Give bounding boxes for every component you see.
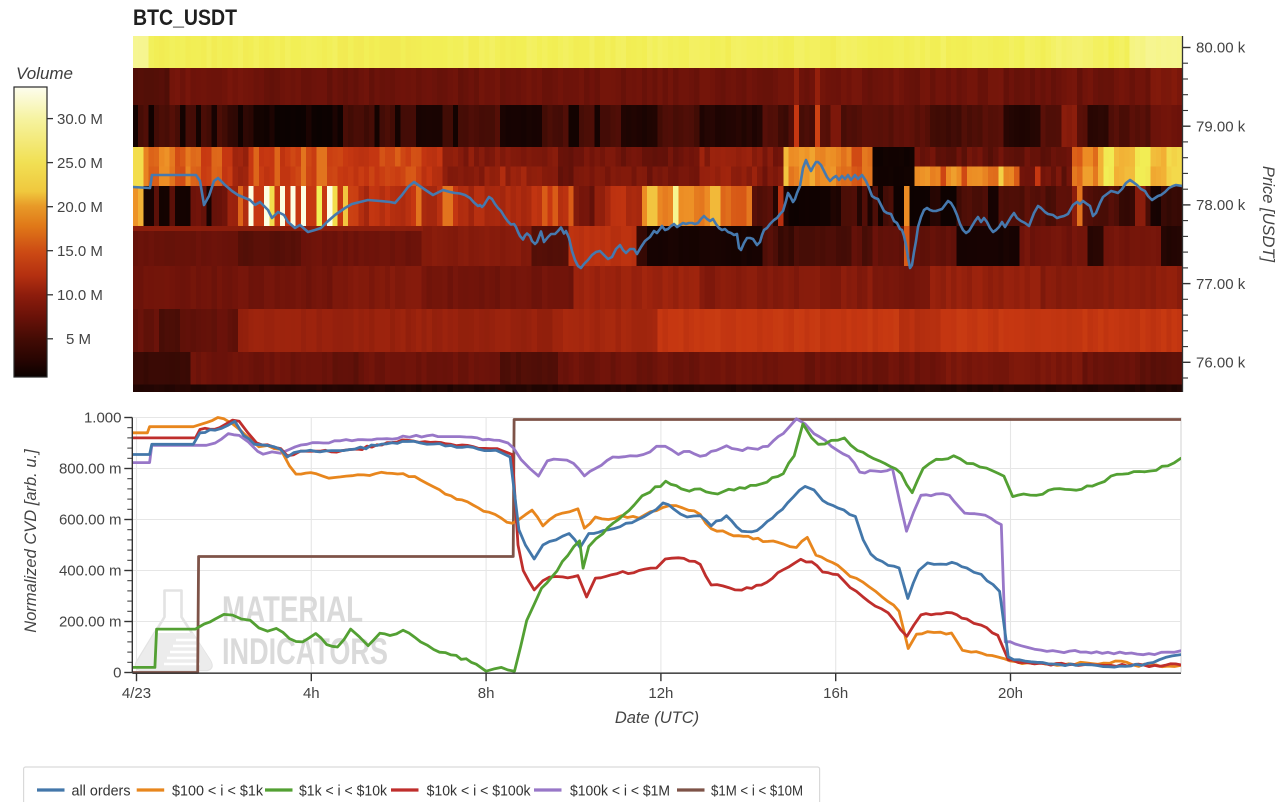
svg-text:10.0 M: 10.0 M	[57, 287, 103, 304]
svg-text:Volume: Volume	[16, 64, 73, 83]
svg-text:5 M: 5 M	[66, 331, 91, 348]
svg-text:600.00 m: 600.00 m	[59, 512, 122, 529]
svg-text:8h: 8h	[478, 685, 495, 702]
svg-text:12h: 12h	[648, 685, 673, 702]
svg-text:$10k < i < $100k: $10k < i < $100k	[427, 783, 531, 800]
svg-text:$100 < i < $1k: $100 < i < $1k	[172, 783, 263, 800]
svg-text:Normalized CVD [arb. u.]: Normalized CVD [arb. u.]	[22, 449, 40, 633]
svg-text:Date (UTC): Date (UTC)	[615, 709, 699, 727]
svg-text:80.00 k: 80.00 k	[1196, 40, 1246, 57]
svg-text:76.00 k: 76.00 k	[1196, 355, 1246, 372]
svg-text:4h: 4h	[303, 685, 320, 702]
svg-text:30.0 M: 30.0 M	[57, 111, 103, 128]
svg-text:400.00 m: 400.00 m	[59, 563, 122, 580]
svg-text:$100k < i < $1M: $100k < i < $1M	[570, 783, 670, 800]
svg-text:1.000: 1.000	[84, 410, 122, 427]
svg-text:15.0 M: 15.0 M	[57, 243, 103, 260]
svg-text:all orders: all orders	[72, 783, 131, 800]
svg-text:$1k < i < $10k: $1k < i < $10k	[299, 783, 387, 800]
svg-text:77.00 k: 77.00 k	[1196, 276, 1246, 293]
svg-text:20h: 20h	[998, 685, 1023, 702]
svg-text:16h: 16h	[823, 685, 848, 702]
svg-text:$1M < i < $10M: $1M < i < $10M	[711, 783, 803, 800]
svg-text:25.0 M: 25.0 M	[57, 155, 103, 172]
svg-text:78.00 k: 78.00 k	[1196, 197, 1246, 214]
svg-text:200.00 m: 200.00 m	[59, 614, 122, 631]
svg-text:800.00 m: 800.00 m	[59, 461, 122, 478]
svg-text:20.0 M: 20.0 M	[57, 199, 103, 216]
svg-text:BTC_USDT: BTC_USDT	[133, 5, 237, 30]
svg-text:MATERIAL: MATERIAL	[222, 589, 363, 630]
svg-text:Price [USDT]: Price [USDT]	[1259, 166, 1275, 263]
svg-text:79.00 k: 79.00 k	[1196, 118, 1246, 135]
svg-text:0: 0	[113, 665, 121, 682]
svg-text:4/23: 4/23	[122, 685, 151, 702]
svg-text:INDICATORS: INDICATORS	[222, 631, 388, 672]
